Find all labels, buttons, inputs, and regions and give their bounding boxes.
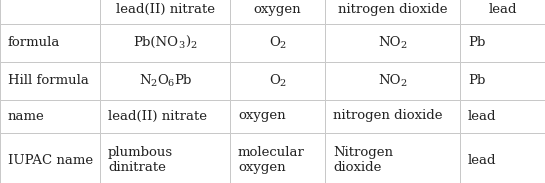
Bar [230, 0, 325, 23]
Text: lead: lead [468, 109, 496, 122]
Bar [230, 23, 325, 61]
Bar [460, 61, 545, 100]
Bar [325, 0, 460, 23]
Text: 2: 2 [401, 40, 407, 49]
Bar [0, 0, 100, 23]
Text: Pb(NO: Pb(NO [134, 36, 179, 49]
Text: nitrogen dioxide: nitrogen dioxide [338, 3, 447, 16]
Bar [0, 61, 100, 100]
Text: N: N [139, 74, 150, 87]
Text: plumbous
dinitrate: plumbous dinitrate [108, 146, 173, 174]
Text: 2: 2 [401, 79, 407, 87]
Bar [100, 100, 230, 132]
Text: oxygen: oxygen [238, 109, 286, 122]
Text: oxygen: oxygen [253, 3, 301, 16]
Text: lead: lead [468, 154, 496, 167]
Text: lead(II) nitrate: lead(II) nitrate [108, 109, 207, 122]
Bar [460, 100, 545, 132]
Text: name: name [8, 109, 45, 122]
Bar [100, 0, 230, 23]
Bar [325, 61, 460, 100]
Text: O: O [269, 36, 280, 49]
Text: lead(II) nitrate: lead(II) nitrate [116, 3, 215, 16]
Bar [230, 100, 325, 132]
Text: NO: NO [378, 36, 401, 49]
Bar [325, 132, 460, 183]
Text: 2: 2 [280, 40, 286, 49]
Bar [0, 100, 100, 132]
Text: Nitrogen
dioxide: Nitrogen dioxide [333, 146, 393, 174]
Bar [0, 23, 100, 61]
Text: ): ) [185, 36, 190, 49]
Bar [460, 0, 545, 23]
Text: molecular
oxygen: molecular oxygen [238, 146, 305, 174]
Bar [460, 23, 545, 61]
Bar [230, 132, 325, 183]
Bar [325, 100, 460, 132]
Text: 6: 6 [168, 79, 174, 87]
Text: Hill formula: Hill formula [8, 74, 89, 87]
Bar [100, 23, 230, 61]
Bar [0, 132, 100, 183]
Text: O: O [269, 74, 280, 87]
Bar [100, 132, 230, 183]
Text: 2: 2 [190, 40, 196, 49]
Text: 3: 3 [179, 40, 185, 49]
Bar [230, 61, 325, 100]
Text: Pb: Pb [174, 74, 191, 87]
Text: Pb: Pb [468, 74, 486, 87]
Bar [100, 61, 230, 100]
Bar [325, 23, 460, 61]
Text: IUPAC name: IUPAC name [8, 154, 93, 167]
Text: lead: lead [488, 3, 517, 16]
Bar [460, 132, 545, 183]
Text: Pb: Pb [468, 36, 486, 49]
Text: 2: 2 [150, 79, 157, 87]
Text: nitrogen dioxide: nitrogen dioxide [333, 109, 443, 122]
Text: formula: formula [8, 36, 60, 49]
Text: O: O [157, 74, 168, 87]
Text: NO: NO [378, 74, 401, 87]
Text: 2: 2 [280, 79, 286, 87]
